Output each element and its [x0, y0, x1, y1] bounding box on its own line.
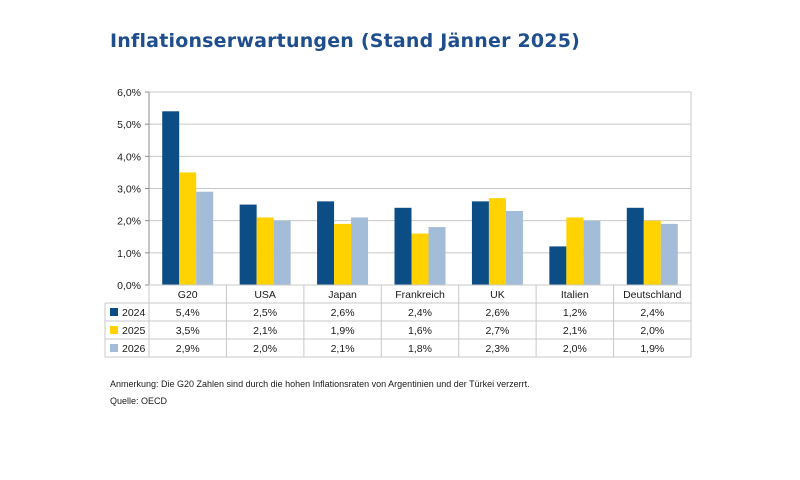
x-tick-label: USA	[254, 289, 276, 301]
x-tick-label: Deutschland	[623, 289, 682, 301]
bar-2024	[317, 201, 335, 285]
bar-2026	[273, 220, 291, 285]
table-value: 2,4%	[640, 307, 664, 319]
table-value: 2,6%	[331, 307, 355, 319]
bar-2025	[488, 198, 506, 285]
legend-swatch-2025	[110, 326, 118, 334]
bar-2026	[660, 223, 678, 285]
x-tick-label: G20	[178, 289, 198, 301]
legend-label: 2024	[122, 307, 146, 319]
table-value: 2,0%	[563, 343, 587, 355]
bar-2025	[566, 217, 584, 285]
bar-2025	[411, 233, 429, 285]
table-value: 2,5%	[253, 307, 277, 319]
y-tick-label: 4,0%	[117, 151, 141, 163]
chart-title: Inflationserwartungen (Stand Jänner 2025…	[110, 30, 581, 52]
bar-2026	[505, 211, 523, 285]
bar-2025	[179, 172, 197, 285]
bar-2024	[471, 201, 489, 285]
legend-swatch-2024	[110, 308, 118, 316]
x-tick-label: Frankreich	[395, 289, 445, 301]
bar-2026	[351, 217, 369, 285]
table-value: 2,7%	[485, 325, 509, 337]
bar-2024	[626, 207, 644, 285]
source-note: Quelle: OECD	[110, 396, 168, 406]
x-tick-label: Italien	[561, 289, 589, 301]
table-value: 1,9%	[331, 325, 355, 337]
bar-2026	[428, 227, 446, 285]
y-tick-label: 5,0%	[117, 119, 141, 131]
table-value: 1,2%	[563, 307, 587, 319]
table-value: 1,9%	[640, 343, 664, 355]
table-value: 1,6%	[408, 325, 432, 337]
legend-label: 2025	[122, 325, 146, 337]
table-value: 5,4%	[176, 307, 200, 319]
table-value: 2,1%	[253, 325, 277, 337]
table-value: 2,0%	[640, 325, 664, 337]
y-tick-label: 1,0%	[117, 248, 141, 260]
x-tick-label: Japan	[328, 289, 357, 301]
bar-2025	[334, 223, 352, 285]
bar-2025	[256, 217, 274, 285]
legend-label: 2026	[122, 343, 146, 355]
bar-2026	[196, 191, 214, 285]
y-tick-label: 6,0%	[117, 87, 141, 99]
table-value: 2,1%	[563, 325, 587, 337]
footnote: Anmerkung: Die G20 Zahlen sind durch die…	[110, 379, 530, 389]
bar-2024	[549, 246, 567, 285]
bar-2025	[643, 220, 661, 285]
table-value: 2,0%	[253, 343, 277, 355]
bar-2024	[394, 207, 412, 285]
table-value: 3,5%	[176, 325, 200, 337]
y-tick-label: 2,0%	[117, 216, 141, 228]
bar-2026	[583, 220, 601, 285]
table-value: 2,9%	[176, 343, 200, 355]
table-value: 2,1%	[331, 343, 355, 355]
table-value: 2,6%	[485, 307, 509, 319]
x-tick-label: UK	[490, 289, 505, 301]
legend-swatch-2026	[110, 344, 118, 352]
y-tick-label: 3,0%	[117, 184, 141, 196]
y-tick-label: 0,0%	[117, 280, 141, 292]
table-value: 2,3%	[485, 343, 509, 355]
bar-2024	[162, 111, 180, 285]
table-value: 2,4%	[408, 307, 432, 319]
bar-2024	[239, 204, 257, 285]
table-value: 1,8%	[408, 343, 432, 355]
